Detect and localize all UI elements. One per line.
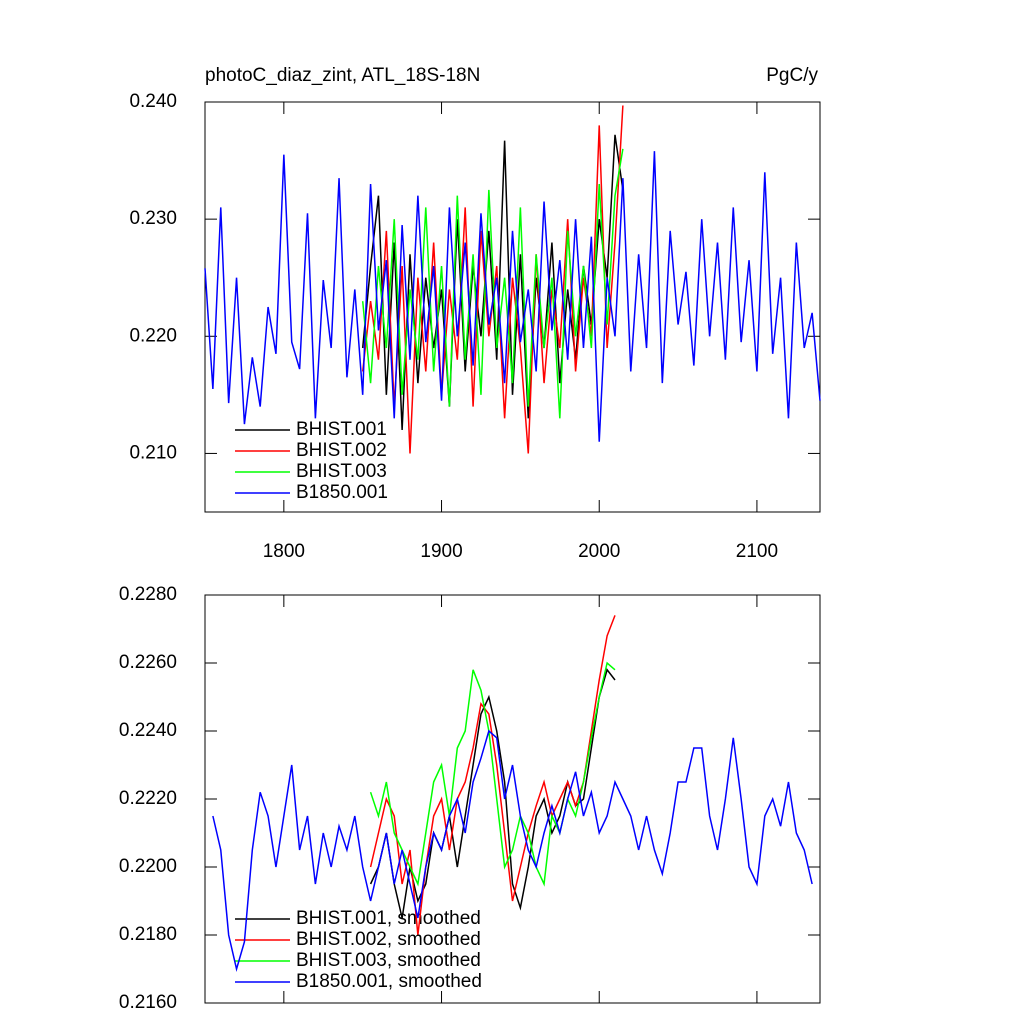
legend-label: BHIST.001, smoothed [296,908,481,929]
series-line [212,729,813,972]
series-line [361,148,624,419]
y-tick-label: 0.220 [129,325,177,346]
y-tick-label: 0.2240 [119,720,177,741]
legend-label: B1850.001, smoothed [296,971,482,992]
y-tick-label: 0.2280 [119,584,177,605]
x-tick-label: 2000 [578,541,620,562]
y-tick-label: 0.2180 [119,924,177,945]
legend-label: BHIST.003 [296,461,387,482]
legend-label: B1850.001 [296,482,388,503]
legend-label: BHIST.003, smoothed [296,950,481,971]
series-line [369,615,616,936]
x-tick-label: 1800 [263,541,305,562]
series-line [204,151,821,442]
y-tick-label: 0.2160 [119,992,177,1013]
x-tick-label: 2100 [736,541,778,562]
legend-label: BHIST.002 [296,440,387,461]
y-tick-label: 0.230 [129,208,177,229]
plot-frame [204,101,821,513]
y-tick-label: 0.2200 [119,856,177,877]
y-tick-label: 0.210 [129,442,177,463]
units-label: PgC/y [766,65,818,86]
series-line [369,668,616,919]
legend-label: BHIST.001 [296,419,387,440]
y-tick-label: 0.2220 [119,788,177,809]
legend-label: BHIST.002, smoothed [296,929,481,950]
chart-title: photoC_diaz_zint, ATL_18S-18N [205,65,480,86]
x-tick-label: 1900 [420,541,462,562]
y-tick-label: 0.240 [129,91,177,112]
series-line [369,661,616,887]
y-tick-label: 0.2260 [119,652,177,673]
